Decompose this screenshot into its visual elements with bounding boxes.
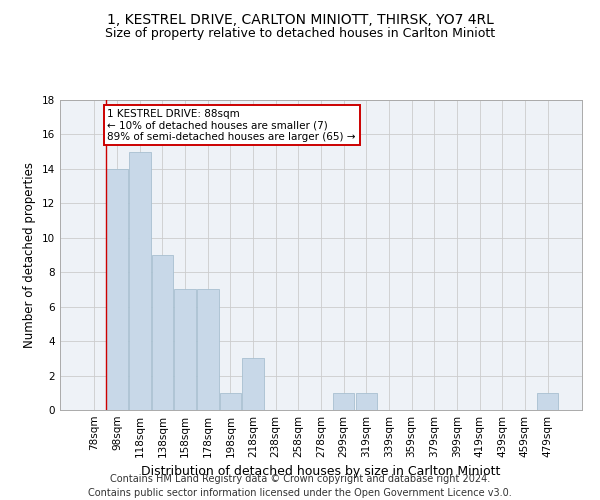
Bar	[242, 358, 264, 410]
Bar	[356, 393, 377, 410]
Text: Size of property relative to detached houses in Carlton Miniott: Size of property relative to detached ho…	[105, 28, 495, 40]
X-axis label: Distribution of detached houses by size in Carlton Miniott: Distribution of detached houses by size …	[142, 466, 500, 478]
Bar	[152, 255, 173, 410]
Bar	[129, 152, 151, 410]
Text: 1, KESTREL DRIVE, CARLTON MINIOTT, THIRSK, YO7 4RL: 1, KESTREL DRIVE, CARLTON MINIOTT, THIRS…	[107, 12, 493, 26]
Y-axis label: Number of detached properties: Number of detached properties	[23, 162, 37, 348]
Text: 1 KESTREL DRIVE: 88sqm
← 10% of detached houses are smaller (7)
89% of semi-deta: 1 KESTREL DRIVE: 88sqm ← 10% of detached…	[107, 108, 356, 142]
Bar	[537, 393, 558, 410]
Bar	[333, 393, 355, 410]
Bar	[106, 169, 128, 410]
Text: Contains HM Land Registry data © Crown copyright and database right 2024.
Contai: Contains HM Land Registry data © Crown c…	[88, 474, 512, 498]
Bar	[220, 393, 241, 410]
Bar	[197, 290, 218, 410]
Bar	[175, 290, 196, 410]
